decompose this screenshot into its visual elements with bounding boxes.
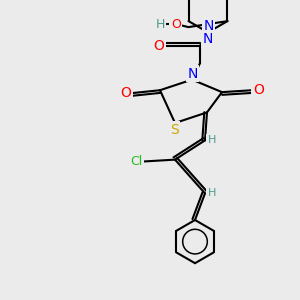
Text: H: H <box>155 18 165 31</box>
Text: O: O <box>120 86 131 100</box>
Text: H: H <box>207 135 216 146</box>
Text: N: N <box>203 32 213 46</box>
Text: Cl: Cl <box>130 155 143 168</box>
Text: S: S <box>170 123 179 136</box>
Text: H: H <box>207 188 216 198</box>
Text: O: O <box>153 39 164 53</box>
Text: N: N <box>203 20 214 33</box>
Text: O: O <box>253 83 264 97</box>
Text: O: O <box>171 18 181 31</box>
Text: N: N <box>188 67 198 81</box>
